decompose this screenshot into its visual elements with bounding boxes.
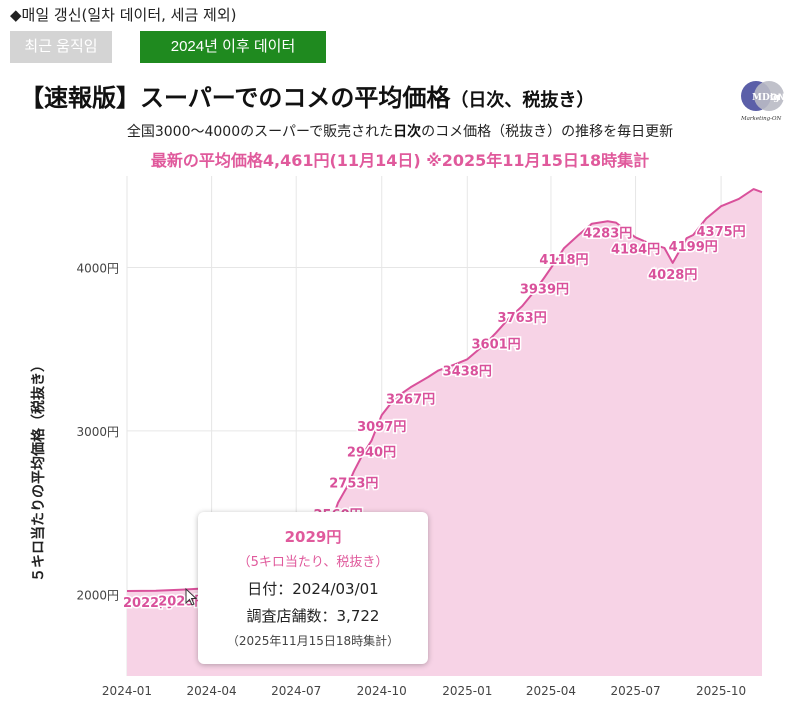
chart-tooltip: 2029円 （5キロ当たり、税抜き） 日付：2024/03/01 調査店舗数：3… (198, 512, 428, 664)
tooltip-price: 2029円 (284, 528, 342, 546)
data-label: 3097円 (357, 420, 406, 435)
x-axis-ticks: 2024-01 2024-04 2024-07 2024-10 2025-01 2025-… (102, 684, 746, 698)
data-label: 2022円 (123, 596, 172, 611)
data-label: 3763円 (498, 311, 547, 326)
x-tick-label: 2024-04 (187, 684, 237, 698)
chart-subtitle: 全国3000〜4000のスーパーで販売された日次のコメ価格（税抜き）の推移を毎日… (0, 121, 800, 141)
y-tick-label: 2000円 (76, 588, 119, 602)
tooltip-aggregated: （2025年11月15日18時集計） (226, 634, 400, 648)
logo-text-marketing: Marketing-ON (740, 116, 782, 122)
data-label: 3438円 (443, 364, 492, 379)
subtitle-bold: 日次 (393, 124, 422, 140)
x-tick-label: 2025-07 (610, 684, 660, 698)
x-tick-label: 2025-10 (696, 684, 746, 698)
subtitle-after: のコメ価格（税抜き）の推移を毎日更新 (421, 124, 674, 140)
y-tick-label: 4000円 (76, 262, 119, 276)
tooltip-date: 日付：2024/03/01 (247, 580, 379, 598)
data-label: 4118円 (539, 253, 588, 268)
data-label: 4199円 (669, 240, 718, 255)
latest-average-price: 最新の平均価格4,461円(11月14日) ※2025年11月15日18時集計 (150, 151, 650, 170)
logo-text-mdig: MDig (752, 93, 780, 103)
data-labels: 2022円2029円2560円2753円2940円3097円3267円3438円… (122, 224, 748, 613)
since-2024-data-button[interactable]: 2024년 이후 데이터 (140, 31, 326, 63)
data-label: 2753円 (329, 476, 378, 491)
mouse-cursor-icon (185, 587, 198, 606)
chart-title-suffix: （日次、税抜き） (450, 90, 595, 111)
data-label: 4375円 (696, 225, 745, 240)
y-axis-label: ５キロ当たりの平均価格（税抜き） (31, 358, 47, 582)
tooltip-store-count: 調査店舗数：3,722 (246, 607, 380, 625)
data-label: 4184円 (611, 242, 660, 257)
logo-text-on: ON (770, 93, 785, 103)
recent-movement-button[interactable]: 최근 움직임 (10, 31, 112, 63)
chart-title-main: 【速報版】スーパーでのコメの平均価格 (20, 84, 451, 112)
x-tick-label: 2024-07 (271, 684, 321, 698)
y-axis-label-wrap: ５キロ当たりの平均価格（税抜き） (26, 300, 50, 640)
data-label: 2029円 (158, 595, 207, 610)
x-tick-label: 2024-10 (357, 684, 407, 698)
data-label: 3939円 (520, 282, 569, 297)
price-area-fill (127, 189, 762, 676)
update-note: ◆매일 갱신(일차 데이터, 세금 제외) (10, 6, 237, 24)
chart-title: 【速報版】スーパーでのコメの平均価格（日次、税抜き） (20, 78, 594, 113)
y-tick-label: 3000円 (76, 425, 119, 439)
tooltip-note: （5キロ当たり、税抜き） (237, 555, 389, 570)
mdig-on-logo: MDig ON Marketing-ON (740, 81, 785, 122)
subtitle-before: 全国3000〜4000のスーパーで販売された (126, 124, 394, 140)
x-tick-label: 2025-01 (442, 684, 492, 698)
x-tick-label: 2024-01 (102, 684, 152, 698)
data-label: 4283円 (583, 226, 632, 241)
y-axis-ticks: 2000円 3000円 4000円 (76, 262, 119, 603)
x-tick-label: 2025-04 (526, 684, 576, 698)
data-label: 4028円 (648, 268, 697, 283)
data-label: 3601円 (472, 338, 521, 353)
data-label: 2940円 (347, 446, 396, 461)
data-label: 3267円 (386, 392, 435, 407)
